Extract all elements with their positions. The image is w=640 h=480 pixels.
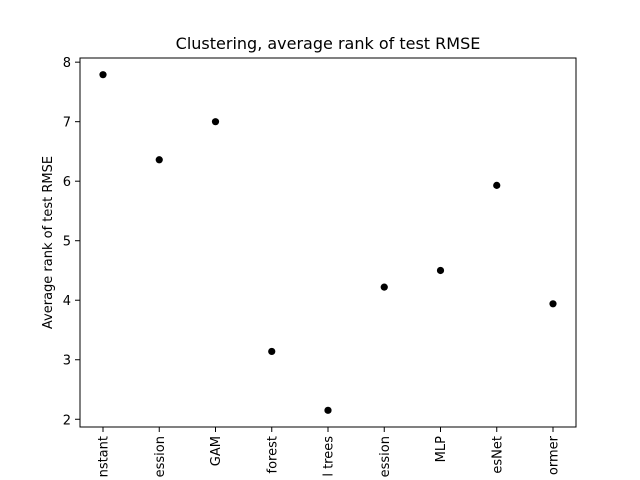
x-tick-label: l trees — [322, 436, 337, 477]
x-tick-label: nstant — [97, 436, 112, 477]
data-point — [211, 118, 220, 126]
chart-title: Clustering, average rank of test RMSE — [176, 34, 481, 53]
data-point — [380, 283, 388, 291]
y-axis: 2 3 4 5 6 7 8 — [63, 56, 80, 428]
y-tick-label: 6 — [63, 175, 71, 190]
y-tick-label: 8 — [63, 56, 71, 71]
x-tick-label: GAM — [209, 436, 224, 466]
x-tick-label: ession — [153, 436, 168, 477]
y-tick-label: 3 — [63, 354, 71, 369]
x-tick-label: ormer — [547, 435, 562, 475]
plot-area — [79, 57, 577, 428]
data-point — [268, 347, 276, 356]
data-point — [99, 71, 107, 79]
data-point — [155, 156, 163, 164]
y-tick-label: 4 — [63, 294, 71, 309]
x-axis: nstant ession GAM forest l trees ession MLP esN… — [97, 427, 562, 477]
data-point — [324, 406, 332, 414]
data-point — [493, 181, 501, 189]
y-tick-label: 5 — [63, 235, 71, 250]
x-tick-label: forest — [265, 436, 280, 473]
y-tick-label: 7 — [63, 116, 71, 131]
data-point — [549, 300, 557, 308]
y-tick-label: 2 — [63, 413, 71, 428]
x-tick-label: esNet — [490, 436, 505, 474]
data-points — [99, 71, 557, 414]
y-axis-label: Average rank of test RMSE — [41, 156, 56, 329]
data-point — [436, 266, 445, 275]
x-tick-label: MLP — [434, 436, 449, 462]
x-tick-label: ession — [378, 436, 393, 477]
